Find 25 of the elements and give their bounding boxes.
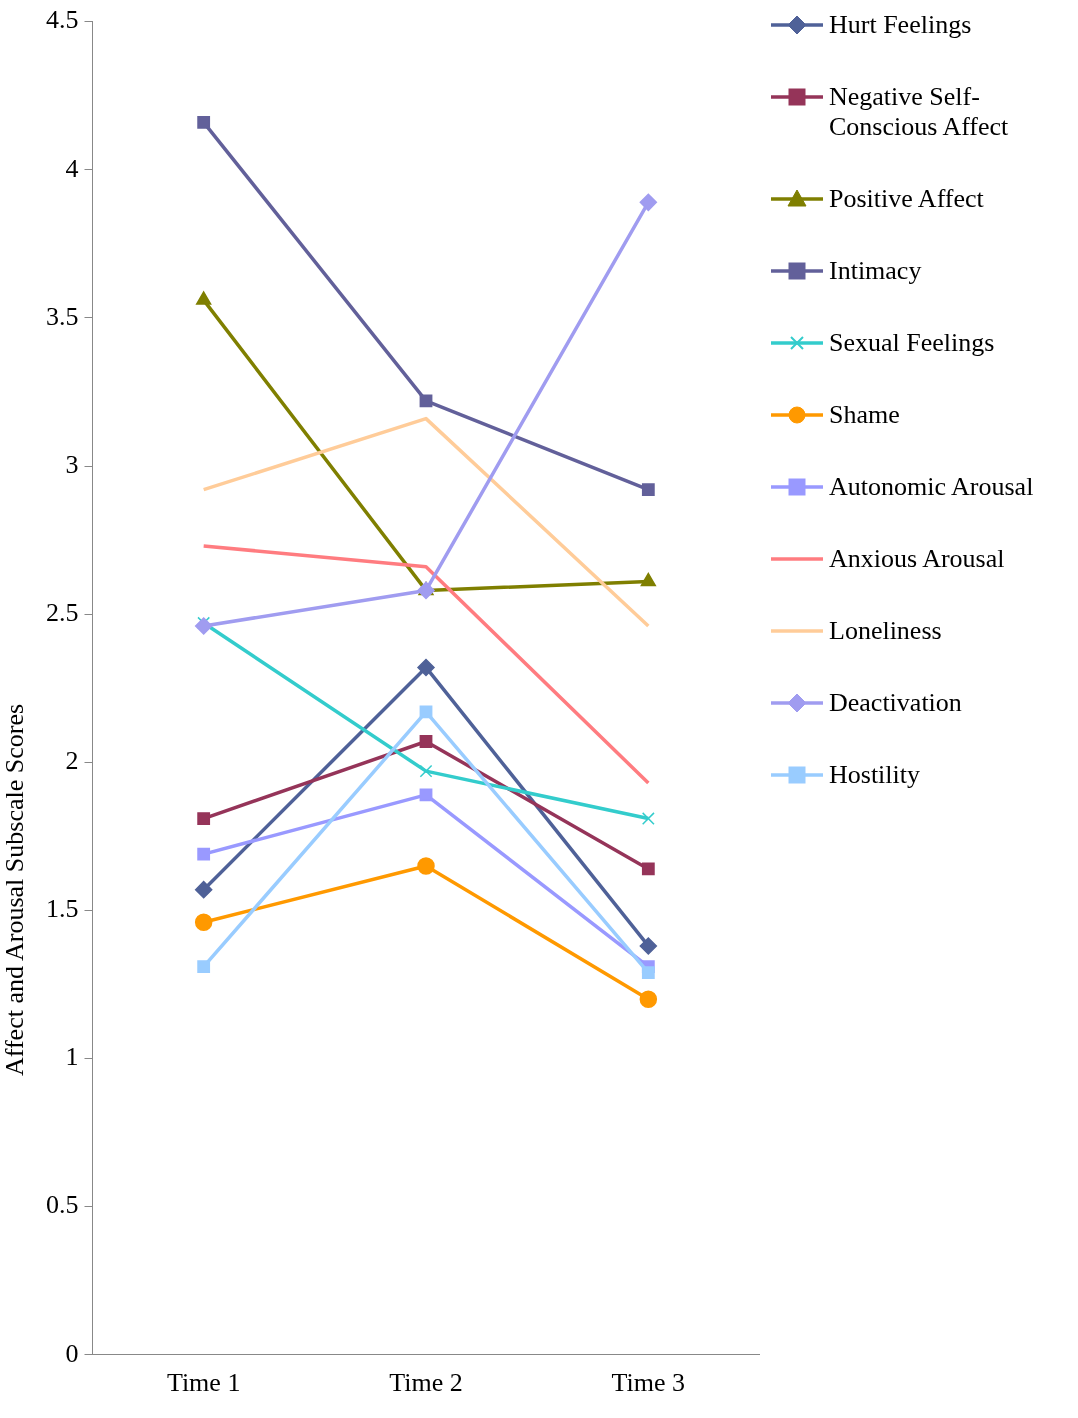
y-tick-label: 2.5 — [46, 597, 79, 627]
legend-label: Negative Self-Conscious Affect — [829, 82, 1010, 142]
y-axis-title: Affect and Arousal Subscale Scores — [0, 702, 30, 1079]
legend-label: Intimacy — [829, 256, 922, 286]
x-tick-label: Time 2 — [389, 1368, 463, 1398]
x-tick-label: Time 3 — [611, 1368, 686, 1398]
x-tick-label: Time 1 — [166, 1368, 241, 1398]
legend-label: Sexual Feelings — [829, 328, 995, 358]
legend-label: Hurt Feelings — [829, 10, 972, 40]
y-tick-label: 1 — [65, 1042, 79, 1072]
legend-label: Autonomic Arousal — [829, 472, 1034, 502]
legend-label: Loneliness — [829, 616, 942, 646]
legend-label: Shame — [829, 400, 900, 430]
y-tick-label: 0.5 — [46, 1190, 79, 1220]
y-tick-label: 3.5 — [46, 301, 79, 331]
y-tick-label: 0 — [65, 1338, 79, 1368]
y-tick-label: 3 — [65, 449, 79, 479]
y-tick-label: 1.5 — [46, 894, 79, 924]
legend-label: Anxious Arousal — [829, 544, 1005, 574]
legend-label: Positive Affect — [829, 184, 984, 214]
y-tick-label: 4.5 — [46, 5, 79, 35]
legend-label: Hostility — [829, 760, 921, 790]
y-tick-label: 2 — [65, 746, 79, 776]
y-tick-label: 4 — [65, 153, 79, 183]
legend-label: Deactivation — [829, 688, 962, 718]
